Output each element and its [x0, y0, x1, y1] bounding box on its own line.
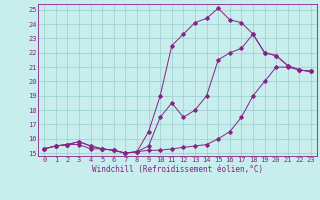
X-axis label: Windchill (Refroidissement éolien,°C): Windchill (Refroidissement éolien,°C): [92, 165, 263, 174]
